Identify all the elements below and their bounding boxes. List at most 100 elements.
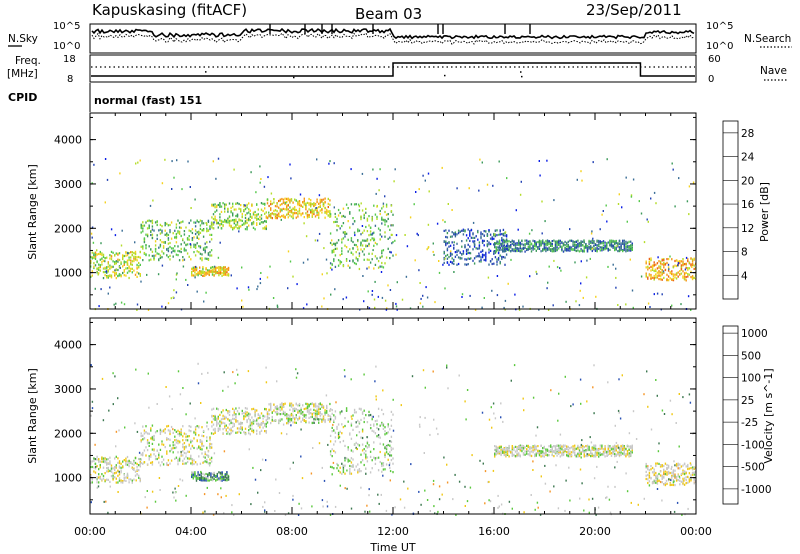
velocity-echo-cell <box>503 451 505 454</box>
power-echo-cell <box>125 261 127 264</box>
power-echo-cell <box>227 207 229 210</box>
velocity-echo-cell <box>290 405 293 408</box>
velocity-echo-cell <box>178 432 181 436</box>
power-echo-cell <box>569 249 571 252</box>
power-echo-cell <box>162 246 165 249</box>
velocity-echo-cell <box>344 417 346 420</box>
power-echo-cell <box>203 300 205 303</box>
power-echo-cell <box>586 250 589 253</box>
velocity-echo-cell <box>172 431 174 434</box>
velocity-echo-cell <box>256 429 258 432</box>
velocity-echo-cell <box>518 447 520 450</box>
power-echo-cell <box>329 266 332 269</box>
power-echo-cell <box>454 233 457 236</box>
power-echo-cell <box>321 305 323 308</box>
power-echo-cell <box>371 252 373 255</box>
power-echo-cell <box>501 242 503 246</box>
velocity-echo-cell <box>513 446 515 449</box>
power-echo-cell <box>503 248 505 251</box>
velocity-echo-cell <box>243 431 245 434</box>
power-echo-cell <box>217 157 220 160</box>
power-echo-cell <box>550 242 552 245</box>
velocity-echo-cell <box>190 439 192 442</box>
power-echo-cell <box>315 207 317 209</box>
power-echo-cell <box>94 255 97 258</box>
power-echo-cell <box>164 224 166 227</box>
velocity-echo-cell <box>625 448 627 451</box>
power-echo-cell <box>625 248 627 251</box>
power-echo-cell <box>136 303 139 306</box>
velocity-echo-cell <box>358 421 361 424</box>
power-echo-cell <box>274 217 277 220</box>
velocity-echo-cell <box>374 432 377 435</box>
power-echo-cell <box>526 239 528 242</box>
power-echo-cell <box>286 206 288 209</box>
power-echo-cell <box>422 294 424 297</box>
power-echo-cell <box>145 221 147 224</box>
power-echo-cell <box>357 259 359 262</box>
velocity-echo-cell <box>651 471 654 474</box>
power-echo-cell <box>558 247 560 250</box>
power-echo-cell <box>244 208 247 211</box>
power-echo-cell <box>443 251 445 254</box>
power-echo-cell <box>564 240 566 243</box>
power-echo-cell <box>349 259 351 262</box>
power-echo-cell <box>465 250 468 253</box>
power-echo-cell <box>316 158 318 161</box>
velocity-echo-cell <box>519 445 521 449</box>
power-echo-cell <box>691 260 694 263</box>
velocity-echo-cell <box>177 458 179 461</box>
power-echo-cell <box>664 263 667 266</box>
velocity-echo-cell <box>170 448 173 451</box>
velocity-echo-cell <box>186 450 189 453</box>
power-echo-cell <box>194 221 197 224</box>
velocity-echo-cell <box>183 448 186 451</box>
power-echo-cell <box>284 197 286 200</box>
power-echo-cell <box>264 227 266 230</box>
power-echo-cell <box>195 265 197 268</box>
power-echo-cell <box>211 226 213 229</box>
velocity-echo-cell <box>170 425 173 429</box>
velocity-echo-cell <box>151 424 154 427</box>
power-echo-cell <box>599 246 601 249</box>
power-echo-cell <box>191 272 193 276</box>
velocity-echo-cell <box>294 417 296 420</box>
velocity-echo-cell <box>196 440 198 443</box>
velocity-echo-cell <box>594 450 597 453</box>
power-echo-cell <box>166 222 168 225</box>
power-echo-cell <box>368 244 370 247</box>
velocity-echo-cell <box>590 449 592 452</box>
power-echo-cell <box>248 224 250 227</box>
power-echo-cell <box>395 253 397 256</box>
power-echo-cell <box>453 259 455 263</box>
velocity-echo-cell <box>357 463 359 466</box>
power-echo-cell <box>310 202 312 205</box>
velocity-echo-cell <box>232 430 234 433</box>
velocity-echo-cell <box>651 480 654 484</box>
power-echo-cell <box>481 239 484 242</box>
velocity-echo-cell <box>361 412 364 415</box>
velocity-echo-cell <box>169 429 171 432</box>
velocity-echo-cell <box>254 419 256 423</box>
velocity-echo-cell <box>318 418 320 421</box>
velocity-echo-cell <box>494 448 496 451</box>
power-echo-cell <box>223 271 225 274</box>
power-echo-cell <box>438 271 441 274</box>
velocity-echo-cell <box>243 412 245 415</box>
velocity-echo-cell <box>577 455 579 458</box>
power-echo-cell <box>618 249 621 252</box>
power-echo-cell <box>577 246 579 249</box>
power-echo-cell <box>489 242 492 246</box>
power-echo-cell <box>228 222 231 225</box>
velocity-echo-cell <box>98 476 100 479</box>
velocity-echo-cell <box>591 448 593 451</box>
velocity-echo-cell <box>334 436 337 439</box>
power-echo-cell <box>238 227 240 230</box>
power-echo-cell <box>481 253 484 256</box>
velocity-echo-cell <box>353 408 356 411</box>
power-echo-cell <box>194 267 196 270</box>
velocity-echo-cell <box>585 449 587 452</box>
velocity-echo-cell <box>273 419 275 422</box>
power-echo-cell <box>691 266 693 268</box>
power-echo-cell <box>319 198 321 201</box>
